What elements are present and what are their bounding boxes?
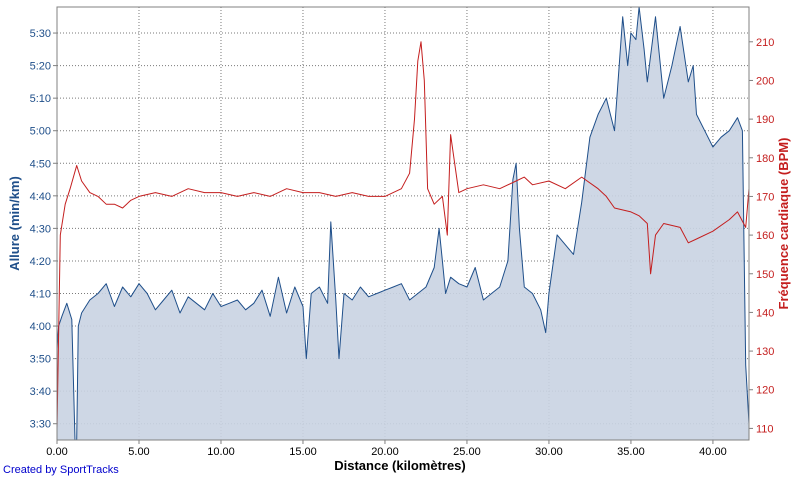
left-tick-label: 4:00 xyxy=(30,321,51,333)
left-axis-ticks: 3:30 3:40 3:50 4:00 4:10 4:20 4:30 4:40 4:50 5:00… xyxy=(30,28,57,431)
x-tick-label: 0.00 xyxy=(46,446,67,458)
left-tick-label: 5:10 xyxy=(30,93,51,105)
right-axis-title: Fréquence cardiaque (BPM) xyxy=(776,138,791,310)
x-axis-ticks: 0.00 5.00 10.00 15.00 20.00 25.00 30.00 35.00 40… xyxy=(46,440,727,458)
pace-area xyxy=(57,7,749,440)
right-tick-label: 160 xyxy=(756,230,774,242)
x-tick-label: 35.00 xyxy=(617,446,645,458)
right-tick-label: 190 xyxy=(756,114,774,126)
right-tick-label: 210 xyxy=(756,37,774,49)
x-tick-label: 30.00 xyxy=(535,446,563,458)
right-tick-label: 150 xyxy=(756,269,774,281)
pace-line xyxy=(56,6,750,441)
left-tick-label: 4:50 xyxy=(30,158,51,170)
right-tick-label: 110 xyxy=(756,423,774,435)
credit-text: Created by SportTracks xyxy=(3,464,119,476)
right-axis-ticks: 110 120 130 140 150 160 170 180 190 200 210 xyxy=(749,37,774,435)
left-axis-title: Allure (min/km) xyxy=(7,176,22,271)
pace-area-fill xyxy=(57,7,749,440)
x-axis-title: Distance (kilomètres) xyxy=(334,458,466,473)
series-lines xyxy=(56,6,750,441)
left-tick-label: 4:30 xyxy=(30,223,51,235)
right-tick-label: 120 xyxy=(756,385,774,397)
x-tick-label: 40.00 xyxy=(699,446,727,458)
left-tick-label: 5:30 xyxy=(30,28,51,40)
right-tick-label: 200 xyxy=(756,75,774,87)
left-tick-label: 3:50 xyxy=(30,354,51,366)
x-tick-label: 10.00 xyxy=(207,446,235,458)
heart-rate-line xyxy=(56,41,750,429)
left-tick-label: 3:40 xyxy=(30,386,51,398)
right-tick-label: 180 xyxy=(756,153,774,165)
x-tick-label: 20.00 xyxy=(371,446,399,458)
left-tick-label: 5:20 xyxy=(30,61,51,73)
left-tick-label: 4:40 xyxy=(30,191,51,203)
right-tick-label: 140 xyxy=(756,307,774,319)
x-tick-label: 25.00 xyxy=(453,446,481,458)
left-tick-label: 3:30 xyxy=(30,419,51,431)
x-tick-label: 5.00 xyxy=(128,446,149,458)
left-tick-label: 4:20 xyxy=(30,256,51,268)
plot-frame xyxy=(56,6,750,441)
left-tick-label: 5:00 xyxy=(30,126,51,138)
left-tick-label: 4:10 xyxy=(30,288,51,300)
right-tick-label: 170 xyxy=(756,191,774,203)
right-tick-label: 130 xyxy=(756,346,774,358)
x-tick-label: 15.00 xyxy=(289,446,317,458)
